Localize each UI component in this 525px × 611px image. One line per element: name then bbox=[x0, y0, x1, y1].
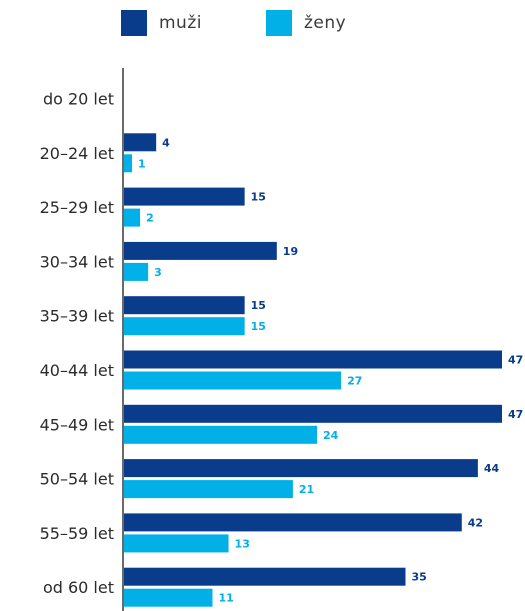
value-label-zeny: 15 bbox=[251, 320, 266, 333]
bar-zeny bbox=[124, 425, 318, 444]
bar-muzi bbox=[124, 296, 245, 315]
category-label: 25–29 let bbox=[40, 198, 114, 217]
value-label-zeny: 2 bbox=[146, 212, 154, 225]
legend-label-zeny: ženy bbox=[304, 13, 347, 33]
value-label-muzi: 47 bbox=[508, 408, 523, 421]
value-label-muzi: 44 bbox=[484, 462, 500, 475]
bar-zeny bbox=[124, 317, 245, 336]
value-label-zeny: 24 bbox=[323, 429, 339, 442]
bar-zeny bbox=[124, 588, 213, 607]
value-label-zeny: 27 bbox=[347, 375, 362, 388]
bar-muzi bbox=[124, 187, 245, 206]
bar-muzi bbox=[124, 567, 406, 586]
legend-swatch-zeny bbox=[266, 10, 292, 36]
bar-muzi bbox=[124, 133, 157, 152]
value-label-zeny: 1 bbox=[138, 157, 146, 170]
legend-item-zeny: ženy bbox=[266, 8, 346, 38]
bar-zeny bbox=[124, 262, 149, 281]
category-label: 55–59 let bbox=[40, 524, 114, 543]
category-label: 30–34 let bbox=[40, 252, 114, 271]
value-label-muzi: 15 bbox=[251, 299, 266, 312]
value-label-muzi: 42 bbox=[468, 516, 483, 529]
bar-zeny bbox=[124, 154, 133, 173]
category-label: 35–39 let bbox=[40, 307, 114, 326]
category-label: 45–49 let bbox=[40, 415, 114, 434]
value-label-muzi: 35 bbox=[411, 571, 426, 584]
category-label: do 20 let bbox=[43, 90, 114, 109]
value-label-muzi: 4 bbox=[162, 136, 170, 149]
value-label-zeny: 3 bbox=[154, 266, 162, 279]
bar-zeny bbox=[124, 208, 141, 227]
category-label: 50–54 let bbox=[40, 470, 114, 489]
bar-muzi bbox=[124, 350, 502, 369]
category-label: 20–24 let bbox=[40, 144, 114, 163]
bar-zeny bbox=[124, 371, 342, 390]
value-label-zeny: 11 bbox=[218, 592, 233, 605]
value-label-zeny: 13 bbox=[235, 537, 250, 550]
bar-muzi bbox=[124, 459, 478, 478]
legend-swatch-muzi bbox=[121, 10, 147, 36]
legend-label-muzi: muži bbox=[159, 13, 202, 33]
bar-muzi bbox=[124, 404, 502, 423]
bar-muzi bbox=[124, 513, 462, 532]
value-label-zeny: 21 bbox=[299, 483, 314, 496]
category-label: od 60 let bbox=[43, 578, 114, 597]
bar-zeny bbox=[124, 534, 229, 553]
legend-item-muzi: muži bbox=[121, 8, 202, 38]
category-label: 40–44 let bbox=[40, 361, 114, 380]
bar-zeny bbox=[124, 480, 293, 499]
bar-muzi bbox=[124, 241, 277, 260]
value-label-muzi: 19 bbox=[283, 245, 298, 258]
value-label-muzi: 15 bbox=[251, 191, 266, 204]
value-label-muzi: 47 bbox=[508, 354, 523, 367]
